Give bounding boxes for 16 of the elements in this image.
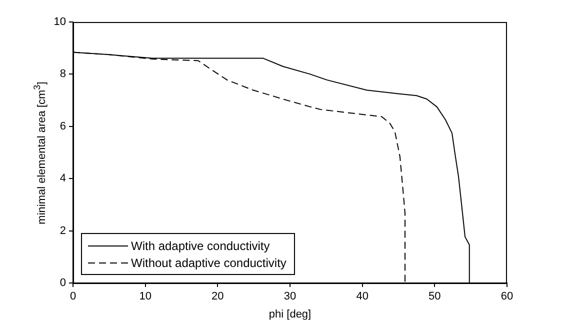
x-tick-label: 0 <box>70 290 76 303</box>
y-tick-label: 2 <box>60 224 66 237</box>
x-tick-label: 20 <box>212 290 224 303</box>
legend-label: Without adaptive conductivity <box>131 256 286 270</box>
x-tick-label: 60 <box>500 290 514 303</box>
x-tick-label: 50 <box>428 290 441 303</box>
x-tick-label: 10 <box>139 290 152 303</box>
x-tick-label: 40 <box>356 290 368 303</box>
legend-label: With adaptive conductivity <box>131 238 270 252</box>
x-tick-label: 30 <box>284 290 296 303</box>
y-tick-label: 8 <box>60 68 66 80</box>
y-tick-label: 4 <box>60 172 66 185</box>
y-tick-label: 0 <box>60 277 66 290</box>
x-axis-title: phi [deg] <box>268 308 312 320</box>
y-tick-label: 6 <box>60 120 66 132</box>
y-tick-label: 10 <box>54 16 66 28</box>
